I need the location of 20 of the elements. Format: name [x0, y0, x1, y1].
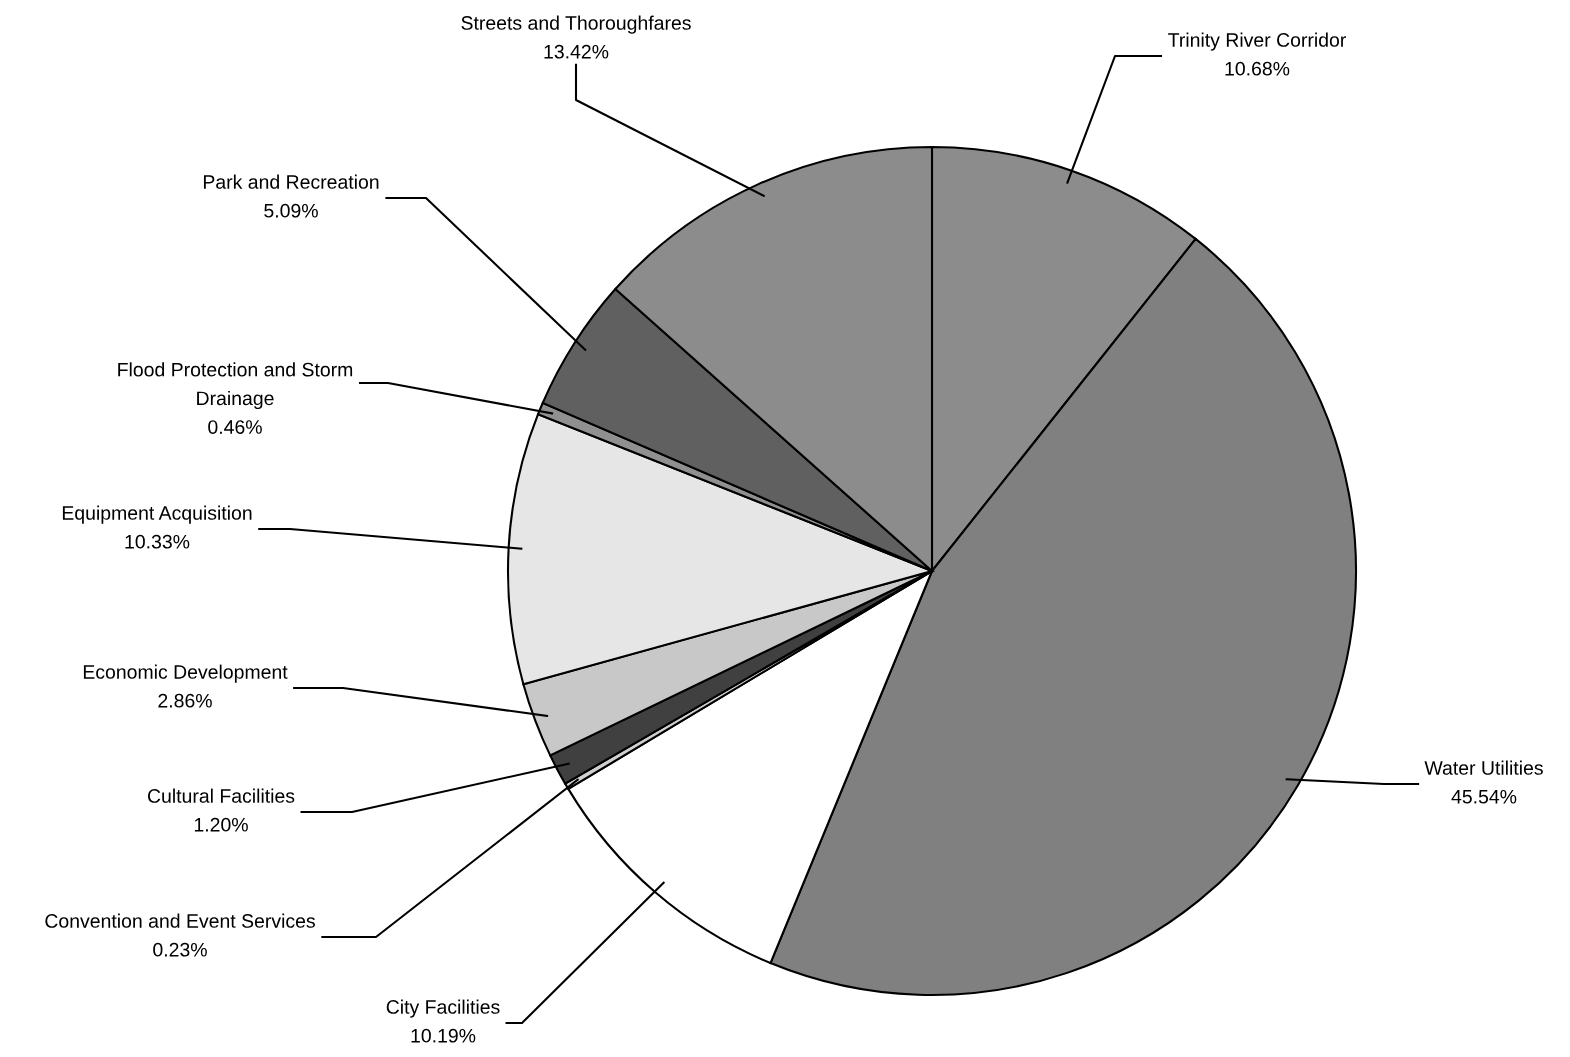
- data-label: 2.86%: [158, 693, 212, 708]
- data-label: 1.20%: [194, 817, 248, 832]
- slice-label: Cultural Facilities: [147, 788, 295, 803]
- data-label: 10.19%: [411, 1028, 476, 1043]
- slice-label: Streets and Thoroughfares: [461, 15, 691, 34]
- data-label: 5.09%: [264, 203, 318, 218]
- slice-label: Economic Development: [83, 664, 288, 683]
- data-label: 10.68%: [1225, 61, 1290, 76]
- slice-label: City Facilities: [386, 999, 500, 1018]
- slice-label: Convention and Event Services: [45, 913, 315, 928]
- data-label: 10.33%: [125, 534, 190, 549]
- slice-label: Water Utilities: [1424, 760, 1543, 775]
- data-label: 0.46%: [208, 420, 262, 434]
- slice-label: Equipment Acquisition: [62, 505, 252, 524]
- slice-label: Flood Protection and Storm Drainage: [118, 362, 353, 410]
- data-label: 0.23%: [153, 942, 207, 957]
- data-label: 45.54%: [1451, 789, 1517, 804]
- data-label: 13.42%: [544, 44, 609, 59]
- slice-label: Park and Recreation: [203, 174, 379, 189]
- slice-label: Trinity River Corridor: [1168, 32, 1346, 51]
